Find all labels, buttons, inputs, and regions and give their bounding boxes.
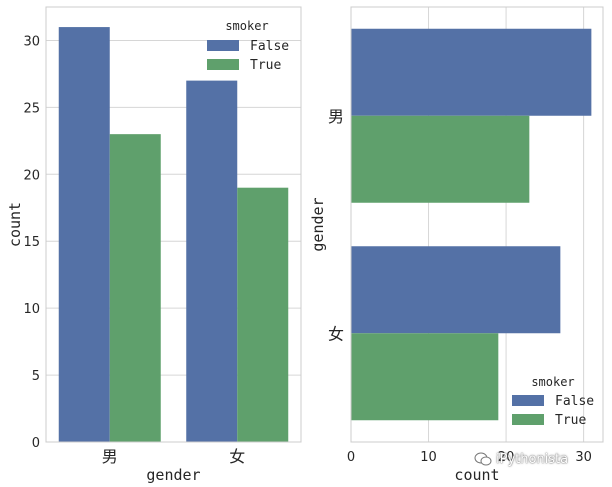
x-tick-label: 女 (229, 447, 245, 466)
legend-label: True (555, 413, 586, 428)
x-tick-label: 0 (347, 450, 355, 465)
chart-right-horizontal-bars: 0 10 20 30 男女 count gender smoker False True (309, 6, 604, 484)
x-axis-label: count (454, 466, 499, 484)
axes-frame (350, 6, 604, 443)
legend-title: smoker (225, 19, 268, 33)
bar-false (58, 27, 110, 442)
y-axis-label: count (6, 202, 24, 247)
legend-title: smoker (531, 375, 574, 389)
bar-false (186, 80, 238, 442)
y-tick-label: 男 (328, 107, 344, 126)
y-tick-label: 10 (23, 302, 40, 317)
watermark-text: iPythonista (496, 451, 569, 467)
bar-true (109, 134, 161, 442)
bar-true (237, 187, 289, 442)
legend-label: True (250, 58, 281, 73)
bar-false (351, 28, 592, 116)
legend-label: False (250, 39, 289, 54)
legend-swatch-true (207, 59, 239, 70)
watermark: iPythonista (474, 448, 568, 470)
y-tick-label: 30 (23, 34, 40, 49)
legend-swatch-true (512, 414, 544, 425)
chart-left-vertical-bars: 0 5 10 15 20 25 30 男 女 gender count smoker False True (6, 6, 302, 484)
wechat-logo-icon (474, 452, 492, 466)
x-tick-label: 男 (102, 447, 118, 466)
legend: smoker False True (207, 19, 289, 73)
x-tick-label: 20 (498, 450, 515, 465)
y-tick-label: 0 (32, 436, 40, 451)
legend-swatch-false (207, 40, 239, 51)
y-axis-label: gender (309, 197, 327, 251)
legend: smoker False True (512, 375, 594, 428)
y-tick-label: 20 (23, 168, 40, 183)
legend-label: False (555, 394, 594, 409)
y-tick-label: 5 (32, 369, 40, 384)
x-tick-label: 30 (575, 450, 592, 465)
bar-true (351, 115, 530, 203)
legend-swatch-false (512, 395, 544, 406)
y-tick-label: 女 (328, 324, 344, 343)
bar-true (351, 333, 499, 421)
axes-frame (45, 6, 302, 443)
x-tick-label: 10 (420, 450, 437, 465)
bar-false (351, 246, 561, 334)
x-axis-label: gender (146, 466, 200, 484)
y-tick-label: 25 (23, 101, 40, 116)
y-tick-label: 15 (23, 235, 40, 250)
